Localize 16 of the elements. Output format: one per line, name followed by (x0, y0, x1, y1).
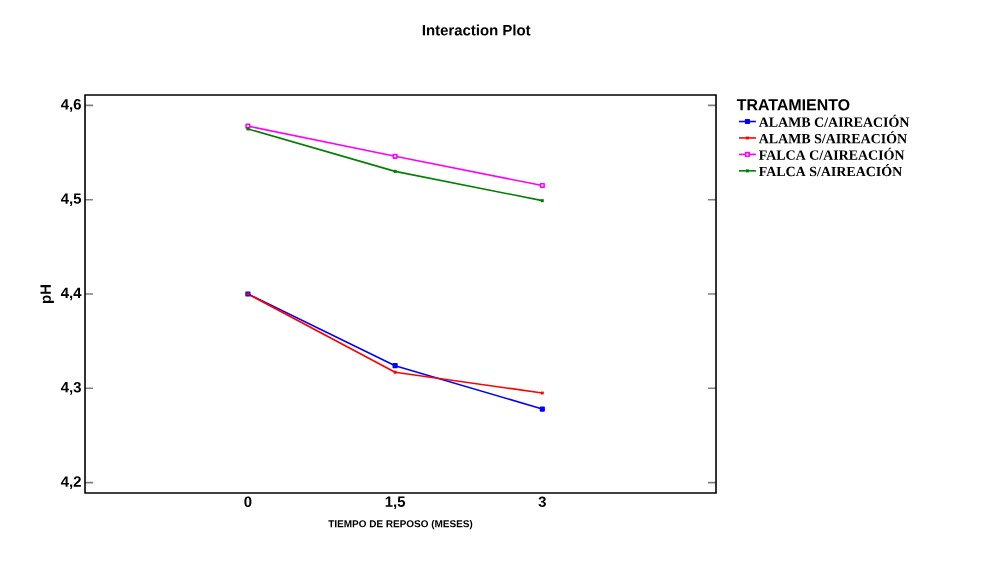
y-tick-label: 4,6 (60, 98, 81, 112)
x-axis-title: TIEMPO DE REPOSO (MESES) (328, 519, 473, 530)
y-axis-title: pH (40, 285, 54, 303)
y-tick-label: 4,2 (60, 476, 81, 489)
x-tick-label: 1,5 (385, 496, 406, 510)
chart-title: Interaction Plot (422, 24, 531, 36)
x-tick-label: 3 (538, 496, 546, 508)
legend-label: ALAMB S/AIREACIÓN (758, 131, 907, 144)
y-tick-label: 4,3 (60, 381, 81, 395)
legend-label: FALCA C/AIREACIÓN (758, 147, 905, 160)
y-tick-label: 4,4 (60, 287, 82, 301)
y-tick-label: 4,5 (60, 193, 82, 206)
x-tick-label: 0 (244, 496, 252, 508)
legend-label: ALAMB C/AIREACIÓN (758, 114, 910, 127)
legend-title: TRATAMIENTO (736, 99, 850, 111)
legend-label: FALCA S/AIREACIÓN (758, 164, 903, 177)
